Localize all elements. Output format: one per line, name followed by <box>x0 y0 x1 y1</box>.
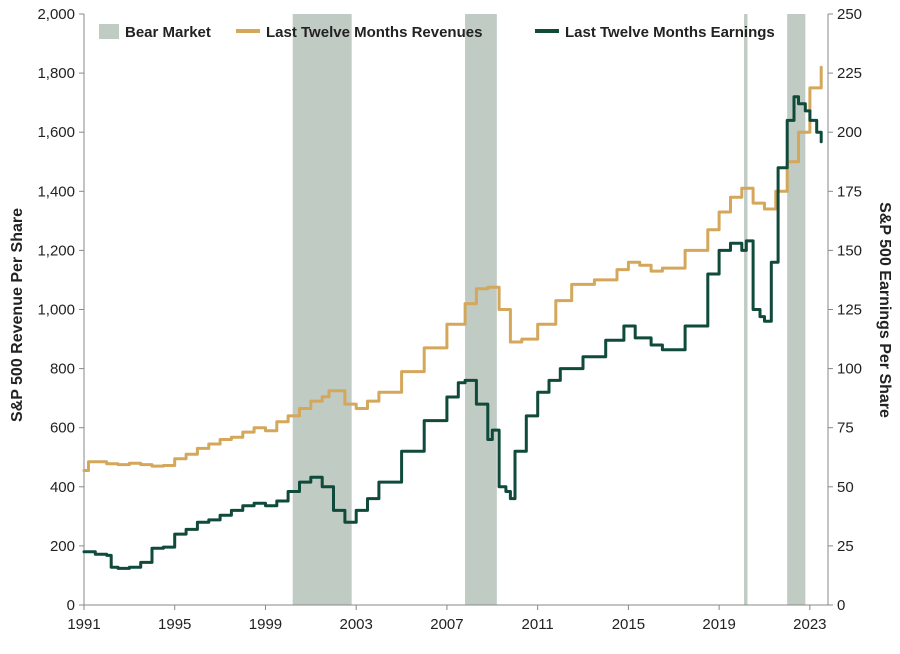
y-tick-label-left: 200 <box>50 538 75 555</box>
y-tick-label-right: 125 <box>837 302 862 319</box>
x-tick-label: 2023 <box>793 616 826 633</box>
x-tick-label: 1995 <box>158 616 191 633</box>
y-tick-label-left: 1,600 <box>37 124 75 141</box>
x-tick-label: 2015 <box>612 616 645 633</box>
y-tick-label-right: 50 <box>837 479 854 496</box>
x-tick-label: 2011 <box>522 616 554 633</box>
y-tick-label-right: 75 <box>837 420 854 437</box>
legend-label-earnings: Last Twelve Months Earnings <box>565 24 775 41</box>
y-tick-label-left: 400 <box>50 479 75 496</box>
y-tick-label-left: 2,000 <box>37 6 75 23</box>
y-tick-label-right: 225 <box>837 65 862 82</box>
y-tick-label-right: 150 <box>837 242 862 259</box>
legend-swatch-bear-market <box>99 24 119 39</box>
y-tick-label-left: 1,000 <box>37 302 75 319</box>
y-tick-label-right: 25 <box>837 538 854 555</box>
y-tick-label-left: 800 <box>50 361 75 378</box>
series-line-revenues <box>82 65 823 472</box>
bear-market-shading <box>292 14 806 605</box>
legend-label-bear-market: Bear Market <box>125 24 211 41</box>
bear-market-band-1 <box>292 14 352 605</box>
x-tick-label: 2003 <box>340 616 373 633</box>
y-axis-title-left: S&P 500 Revenue Per Share <box>9 208 26 422</box>
y-tick-label-left: 1,200 <box>37 242 75 259</box>
y-tick-label-right: 175 <box>837 183 862 200</box>
legend-label-revenues: Last Twelve Months Revenues <box>266 24 482 41</box>
y-tick-label-right: 250 <box>837 6 862 23</box>
axes <box>79 13 833 610</box>
x-tick-label: 2007 <box>430 616 463 633</box>
series-lines <box>82 65 823 570</box>
legend: Bear Market Last Twelve Months Revenues … <box>99 24 775 41</box>
bear-market-band-3 <box>744 14 748 605</box>
y-tick-label-left: 1,400 <box>37 183 75 200</box>
y-tick-label-right: 100 <box>837 361 862 378</box>
y-tick-label-right: 0 <box>837 597 845 614</box>
bear-market-band-2 <box>465 14 497 605</box>
y-tick-label-left: 600 <box>50 420 75 437</box>
x-tick-label: 1991 <box>67 616 100 633</box>
y-tick-label-left: 1,800 <box>37 65 75 82</box>
y-axis-title-right: S&P 500 Earnings Per Share <box>876 202 893 418</box>
tick-labels: 0 200 400 600 800 1,000 1,200 1,400 1,600 1,800 2,… <box>37 6 862 633</box>
series-line-earnings <box>82 95 823 570</box>
x-tick-label: 1999 <box>249 616 282 633</box>
y-tick-label-left: 0 <box>67 597 75 614</box>
y-tick-label-right: 200 <box>837 124 862 141</box>
x-tick-label: 2019 <box>702 616 735 633</box>
